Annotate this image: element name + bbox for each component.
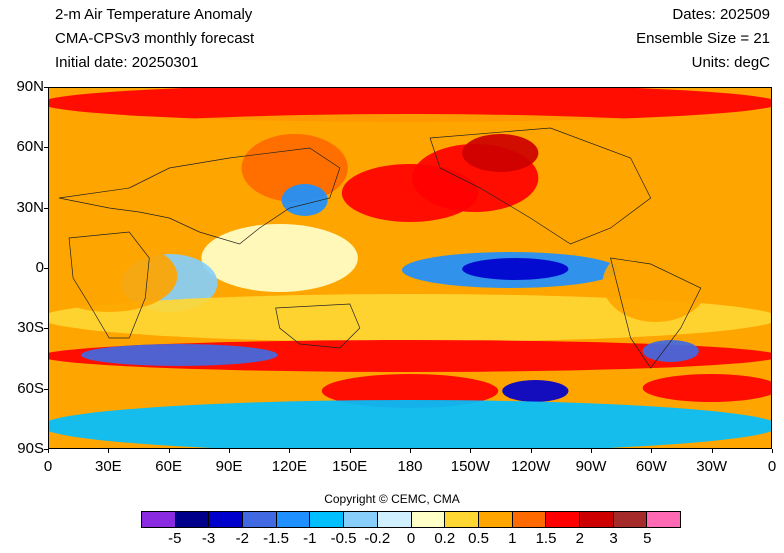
longitude-label: 180 xyxy=(397,458,423,475)
longitude-tick xyxy=(168,449,170,453)
anomaly-region xyxy=(81,344,278,366)
colorbar-label: 1 xyxy=(508,530,517,547)
colorbar-swatch xyxy=(512,512,547,527)
coastline-outline xyxy=(58,127,702,369)
colorbar-swatch xyxy=(546,512,580,527)
colorbar-swatch xyxy=(445,512,479,527)
latitude-label: 30N xyxy=(16,198,44,216)
colorbar-swatch xyxy=(478,512,513,527)
initial-date: Initial date: 20250301 xyxy=(55,54,199,71)
latitude-tick xyxy=(44,87,48,88)
colorbar-swatch xyxy=(276,512,311,527)
longitude-tick xyxy=(711,449,713,453)
colorbar-label: 5 xyxy=(643,530,652,547)
longitude-tick xyxy=(349,449,351,453)
map-title: 2-m Air Temperature Anomaly xyxy=(55,6,253,23)
anomaly-region xyxy=(642,340,699,362)
latitude-tick xyxy=(44,207,48,209)
longitude-tick xyxy=(48,449,49,453)
units-label: Units: degC xyxy=(691,54,770,71)
colorbar-swatch xyxy=(243,512,277,527)
colorbar-label: -5 xyxy=(168,530,182,547)
latitude-tick xyxy=(44,268,48,269)
colorbar-label: -0.5 xyxy=(330,530,357,547)
longitude-tick xyxy=(410,449,411,453)
longitude-label: 150E xyxy=(332,458,368,475)
colorbar-swatch xyxy=(411,512,446,527)
forecast-dates: Dates: 202509 xyxy=(672,6,770,23)
longitude-tick xyxy=(772,449,773,453)
colorbar-swatch xyxy=(613,512,648,527)
colorbar-swatch xyxy=(344,512,378,527)
longitude-label: 90E xyxy=(215,458,243,475)
latitude-tick xyxy=(44,449,48,450)
longitude-tick xyxy=(530,449,532,453)
longitude-tick xyxy=(229,449,230,453)
colorbar-label: -1.5 xyxy=(263,530,289,547)
anomaly-region xyxy=(462,258,569,280)
longitude-label: 60W xyxy=(635,458,667,475)
longitude-label: 90W xyxy=(575,458,607,475)
anomaly-region xyxy=(241,134,348,202)
colorbar-label: 0.5 xyxy=(468,530,489,547)
latitude-tick xyxy=(44,328,48,330)
longitude-label: 30W xyxy=(696,458,728,475)
anomaly-region xyxy=(602,244,709,322)
anomaly-region xyxy=(321,374,499,408)
colorbar-label: 0 xyxy=(406,530,416,547)
longitude-label: 150W xyxy=(450,458,490,475)
colorbar-swatch xyxy=(579,512,614,527)
colorbar-label: 3 xyxy=(609,530,618,547)
colorbar-swatch xyxy=(175,512,210,527)
anomaly-region xyxy=(49,88,771,122)
colorbar-swatch xyxy=(377,512,412,527)
ensemble-size: Ensemble Size = 21 xyxy=(636,30,770,47)
colorbar-label: 0.2 xyxy=(434,530,456,547)
colorbar-swatch xyxy=(142,512,176,527)
colorbar-swatch xyxy=(209,512,244,527)
longitude-label: 60E xyxy=(155,458,183,475)
latitude-label: 0 xyxy=(35,259,44,276)
anomaly-region xyxy=(49,114,771,162)
anomaly-region xyxy=(49,240,178,312)
latitude-tick xyxy=(44,147,48,149)
model-name: CMA-CPSv3 monthly forecast xyxy=(55,30,255,47)
longitude-tick xyxy=(591,449,592,453)
colorbar xyxy=(141,511,681,528)
colorbar-swatch xyxy=(647,512,680,527)
latitude-label: 60S xyxy=(17,379,44,397)
colorbar-label: 1.5 xyxy=(535,530,557,547)
latitude-label: 30S xyxy=(17,319,44,337)
colorbar-label: -1 xyxy=(303,530,317,547)
longitude-label: 0 xyxy=(43,458,53,475)
colorbar-label: -0.2 xyxy=(364,530,391,547)
colorbar-label: 2 xyxy=(575,530,584,547)
map-panel xyxy=(48,87,772,449)
copyright-text: Copyright © CEMC, CMA xyxy=(324,492,460,506)
anomaly-region xyxy=(642,374,771,402)
longitude-label: 120E xyxy=(271,458,307,475)
longitude-label: 120W xyxy=(511,458,551,475)
colorbar-label: -2 xyxy=(235,530,249,547)
anomaly-map xyxy=(49,88,771,448)
longitude-tick xyxy=(470,449,472,453)
anomaly-region xyxy=(49,400,771,448)
longitude-tick xyxy=(289,449,291,453)
longitude-label: 0 xyxy=(767,458,777,475)
longitude-label: 30E xyxy=(94,458,122,475)
anomaly-region xyxy=(502,380,569,402)
longitude-tick xyxy=(108,449,110,453)
longitude-tick xyxy=(651,449,653,453)
latitude-label: 60N xyxy=(16,138,44,156)
colorbar-label: -3 xyxy=(201,530,216,547)
latitude-label: 90N xyxy=(16,78,44,95)
colorbar-swatch xyxy=(310,512,345,527)
anomaly-region xyxy=(49,294,771,342)
anomaly-region xyxy=(462,134,539,172)
anomaly-region xyxy=(281,184,328,216)
latitude-label: 90S xyxy=(17,440,44,457)
anomaly-region xyxy=(201,224,358,292)
latitude-tick xyxy=(44,388,48,390)
